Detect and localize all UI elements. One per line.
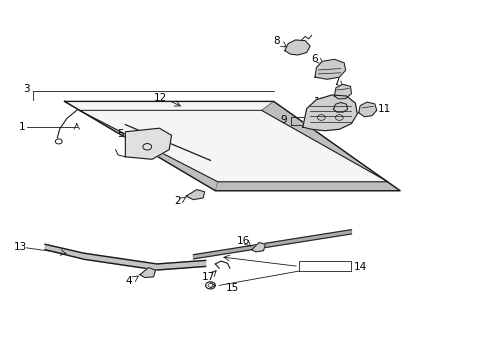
Text: 6: 6 bbox=[311, 54, 318, 64]
Text: 15: 15 bbox=[225, 283, 239, 293]
Text: 11: 11 bbox=[377, 104, 390, 114]
Text: 4: 4 bbox=[125, 276, 132, 287]
Polygon shape bbox=[251, 243, 265, 252]
Text: 14: 14 bbox=[353, 262, 366, 272]
Polygon shape bbox=[125, 128, 171, 159]
Text: 7: 7 bbox=[333, 77, 340, 87]
Polygon shape bbox=[64, 102, 399, 191]
Polygon shape bbox=[314, 59, 345, 79]
Polygon shape bbox=[358, 102, 376, 117]
Text: 16: 16 bbox=[236, 236, 250, 246]
Polygon shape bbox=[64, 102, 399, 191]
Polygon shape bbox=[186, 190, 204, 200]
Text: 1: 1 bbox=[19, 122, 25, 132]
Text: 3: 3 bbox=[23, 84, 30, 94]
Text: 12: 12 bbox=[154, 93, 167, 103]
Polygon shape bbox=[334, 84, 351, 99]
Polygon shape bbox=[193, 230, 351, 259]
Text: 2: 2 bbox=[174, 197, 181, 206]
Polygon shape bbox=[140, 267, 155, 278]
Text: 5: 5 bbox=[117, 129, 123, 139]
Text: 8: 8 bbox=[272, 36, 279, 46]
Text: 10: 10 bbox=[314, 97, 327, 107]
Text: 17: 17 bbox=[201, 272, 214, 282]
Text: 9: 9 bbox=[280, 115, 286, 125]
Polygon shape bbox=[45, 244, 205, 270]
Polygon shape bbox=[302, 95, 357, 131]
Polygon shape bbox=[333, 103, 347, 112]
Text: 13: 13 bbox=[14, 242, 27, 252]
Polygon shape bbox=[285, 40, 309, 55]
